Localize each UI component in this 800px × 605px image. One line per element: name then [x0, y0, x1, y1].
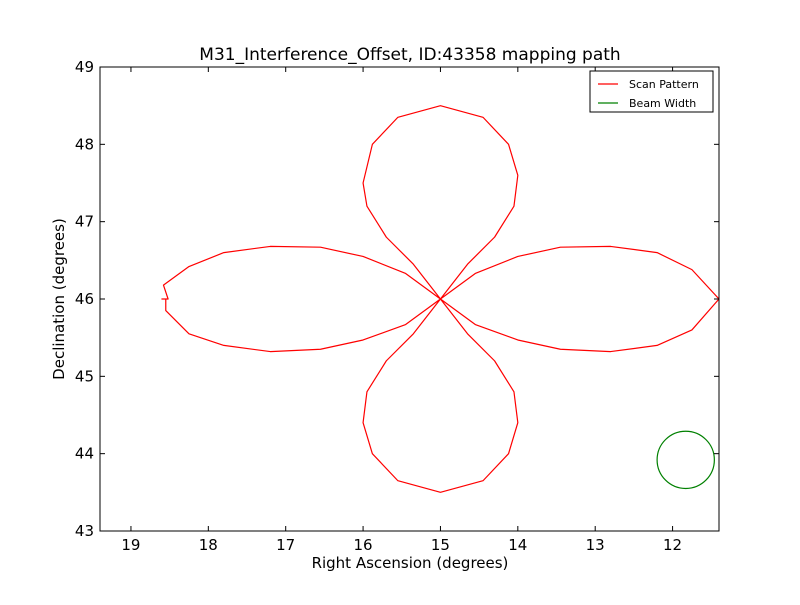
x-axis-label: Right Ascension (degrees)	[312, 554, 509, 572]
y-tick-label: 44	[75, 445, 94, 463]
x-tick-label: 12	[663, 536, 682, 554]
y-tick-label: 48	[75, 135, 94, 153]
x-tick-label: 19	[121, 536, 140, 554]
legend-box	[589, 70, 714, 113]
y-tick-label: 47	[75, 213, 94, 231]
beam-width-circle	[656, 430, 715, 490]
x-tick-label: 15	[431, 536, 450, 554]
legend: Scan Pattern Beam Width	[589, 70, 714, 113]
plot-area: 19 18 17 16 15 14 13 12 43 44 45 46 47 48 49	[75, 58, 720, 554]
y-tick-label: 46	[75, 290, 94, 308]
y-tick-label: 43	[75, 522, 94, 540]
x-tick-label: 16	[354, 536, 373, 554]
x-tick-label: 14	[508, 536, 527, 554]
x-tick-label: 13	[586, 536, 605, 554]
x-tick-label: 18	[199, 536, 218, 554]
scan-pattern-line	[161, 105, 719, 493]
y-tick-label: 49	[75, 58, 94, 76]
legend-label-beam-width: Beam Width	[629, 97, 696, 110]
y-tick-label: 45	[75, 367, 94, 385]
x-tick-label: 17	[276, 536, 295, 554]
plot-frame	[99, 66, 720, 532]
chart-title: M31_Interference_Offset, ID:43358 mappin…	[199, 45, 620, 65]
legend-label-scan-pattern: Scan Pattern	[629, 78, 699, 91]
y-axis-label: Declination (degrees)	[50, 218, 68, 380]
